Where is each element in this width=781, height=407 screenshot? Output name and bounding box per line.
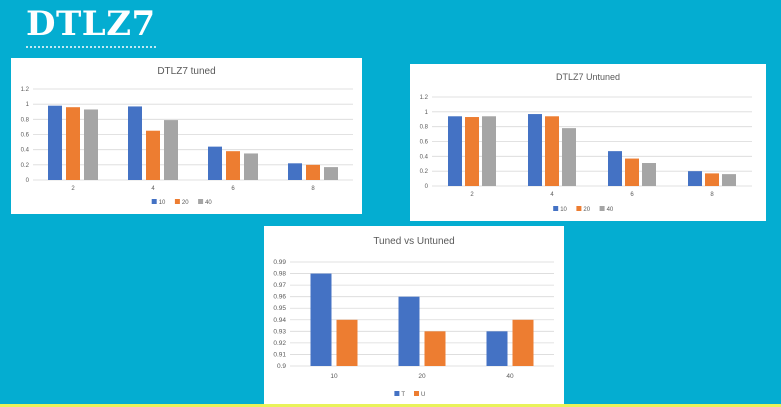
y-tick-label: 0.8 bbox=[420, 125, 429, 131]
y-tick-label: 0.4 bbox=[21, 148, 30, 154]
bar-T-40 bbox=[486, 331, 508, 366]
chart-panel-comparison: Tuned vs Untuned 0.9 0.91 0.92 0.93 0.94 0.95 0… bbox=[264, 226, 564, 407]
legend-swatch-10 bbox=[151, 199, 157, 204]
bar-20-2 bbox=[465, 117, 479, 186]
y-tick-label: 0 bbox=[26, 178, 30, 184]
bar-10-4 bbox=[128, 106, 142, 180]
y-tick-label: 0 bbox=[425, 184, 429, 190]
legend-label-20: 20 bbox=[583, 207, 590, 213]
bar-10-6 bbox=[208, 146, 222, 180]
bar-40-4 bbox=[562, 128, 576, 186]
bar-40-8 bbox=[324, 167, 338, 180]
bar-20-8 bbox=[705, 173, 719, 186]
bar-T-10 bbox=[310, 273, 332, 366]
bar-20-4 bbox=[545, 116, 559, 186]
y-tick-label: 0.92 bbox=[273, 340, 286, 347]
y-tick-label: 0.99 bbox=[273, 259, 286, 266]
bar-10-4 bbox=[528, 114, 542, 186]
bottom-accent-strip bbox=[0, 404, 781, 407]
bar-20-6 bbox=[226, 151, 240, 180]
y-tick-label: 1.2 bbox=[420, 95, 429, 101]
y-tick-label: 0.93 bbox=[273, 328, 286, 335]
bar-T-20 bbox=[398, 296, 420, 366]
chart-tuned-vs-untuned: Tuned vs Untuned 0.9 0.91 0.92 0.93 0.94 0.95 0… bbox=[273, 236, 554, 398]
bar-20-2 bbox=[66, 107, 80, 180]
bar-20-8 bbox=[306, 164, 320, 180]
legend-swatch-40 bbox=[599, 206, 605, 211]
y-tick-label: 0.8 bbox=[21, 117, 30, 123]
legend-label-10: 10 bbox=[560, 207, 567, 213]
bar-40-2 bbox=[84, 109, 98, 180]
bar-40-6 bbox=[244, 153, 258, 180]
legend-swatch-20 bbox=[576, 206, 582, 211]
bar-10-8 bbox=[688, 171, 702, 186]
slide-title: DTLZ7 bbox=[26, 4, 156, 48]
x-tick-label: 4 bbox=[550, 192, 554, 198]
y-tick-label: 1.2 bbox=[21, 87, 30, 93]
bar-U-40 bbox=[512, 319, 534, 366]
x-tick-label: 40 bbox=[506, 373, 514, 380]
chart-title: DTLZ7 Untuned bbox=[556, 72, 620, 82]
bar-10-2 bbox=[48, 105, 62, 180]
y-tick-label: 0.9 bbox=[277, 363, 286, 370]
legend-label-40: 40 bbox=[205, 200, 212, 206]
x-tick-label: 6 bbox=[231, 186, 235, 192]
bar-U-20 bbox=[424, 331, 446, 366]
bar-40-8 bbox=[722, 174, 736, 186]
y-tick-label: 0.96 bbox=[273, 294, 286, 301]
y-tick-label: 0.2 bbox=[21, 163, 30, 169]
legend-swatch-20 bbox=[174, 199, 180, 204]
bar-20-6 bbox=[625, 158, 639, 186]
legend-label-T: T bbox=[401, 392, 405, 398]
y-tick-label: 0.95 bbox=[273, 305, 286, 312]
x-tick-label: 6 bbox=[630, 192, 634, 198]
bar-40-4 bbox=[164, 120, 178, 180]
x-tick-label: 8 bbox=[710, 192, 714, 198]
chart-untuned: DTLZ7 Untuned 0 0.2 0.4 0.6 0.8 1 1.2 2 4 6 8 10 20 40 bbox=[420, 72, 752, 213]
bar-10-6 bbox=[608, 151, 622, 186]
y-tick-label: 0.94 bbox=[273, 317, 286, 324]
chart-tuned: DTLZ7 tuned 0 0.2 0.4 0.6 0.8 1 1.2 2 4 6 8 10 20 40 bbox=[21, 66, 353, 206]
x-tick-label: 10 bbox=[330, 373, 338, 380]
legend-swatch-U bbox=[414, 391, 419, 396]
y-tick-label: 0.4 bbox=[420, 154, 429, 160]
y-tick-label: 0.97 bbox=[273, 282, 286, 289]
chart-panel-tuned: DTLZ7 tuned 0 0.2 0.4 0.6 0.8 1 1.2 2 4 6 8 10 20 40 bbox=[11, 58, 362, 214]
y-tick-label: 0.6 bbox=[420, 140, 429, 146]
legend-label-10: 10 bbox=[159, 200, 166, 206]
y-tick-label: 1 bbox=[425, 110, 429, 116]
chart-title: Tuned vs Untuned bbox=[373, 236, 454, 247]
y-tick-label: 0.6 bbox=[21, 133, 30, 139]
bar-10-2 bbox=[448, 116, 462, 186]
bar-40-6 bbox=[642, 163, 656, 186]
x-tick-label: 8 bbox=[311, 186, 315, 192]
x-tick-label: 4 bbox=[151, 186, 155, 192]
x-tick-label: 20 bbox=[418, 373, 426, 380]
y-tick-label: 1 bbox=[26, 102, 30, 108]
legend-label-20: 20 bbox=[182, 200, 189, 206]
chart-title: DTLZ7 tuned bbox=[157, 66, 215, 77]
bar-40-2 bbox=[482, 116, 496, 186]
legend-label-40: 40 bbox=[607, 207, 614, 213]
x-tick-label: 2 bbox=[470, 192, 474, 198]
y-tick-label: 0.98 bbox=[273, 271, 286, 278]
legend-swatch-T bbox=[394, 391, 400, 396]
chart-panel-untuned: DTLZ7 Untuned 0 0.2 0.4 0.6 0.8 1 1.2 2 4 6 8 10 20 40 bbox=[410, 64, 766, 221]
x-tick-label: 2 bbox=[71, 186, 75, 192]
bar-U-10 bbox=[336, 319, 358, 366]
y-tick-label: 0.2 bbox=[420, 169, 429, 175]
bar-10-8 bbox=[288, 163, 302, 180]
legend-label-U: U bbox=[421, 392, 425, 398]
bar-20-4 bbox=[146, 130, 160, 180]
legend-swatch-10 bbox=[553, 206, 559, 211]
y-tick-label: 0.91 bbox=[273, 351, 286, 358]
legend-swatch-40 bbox=[198, 199, 204, 204]
